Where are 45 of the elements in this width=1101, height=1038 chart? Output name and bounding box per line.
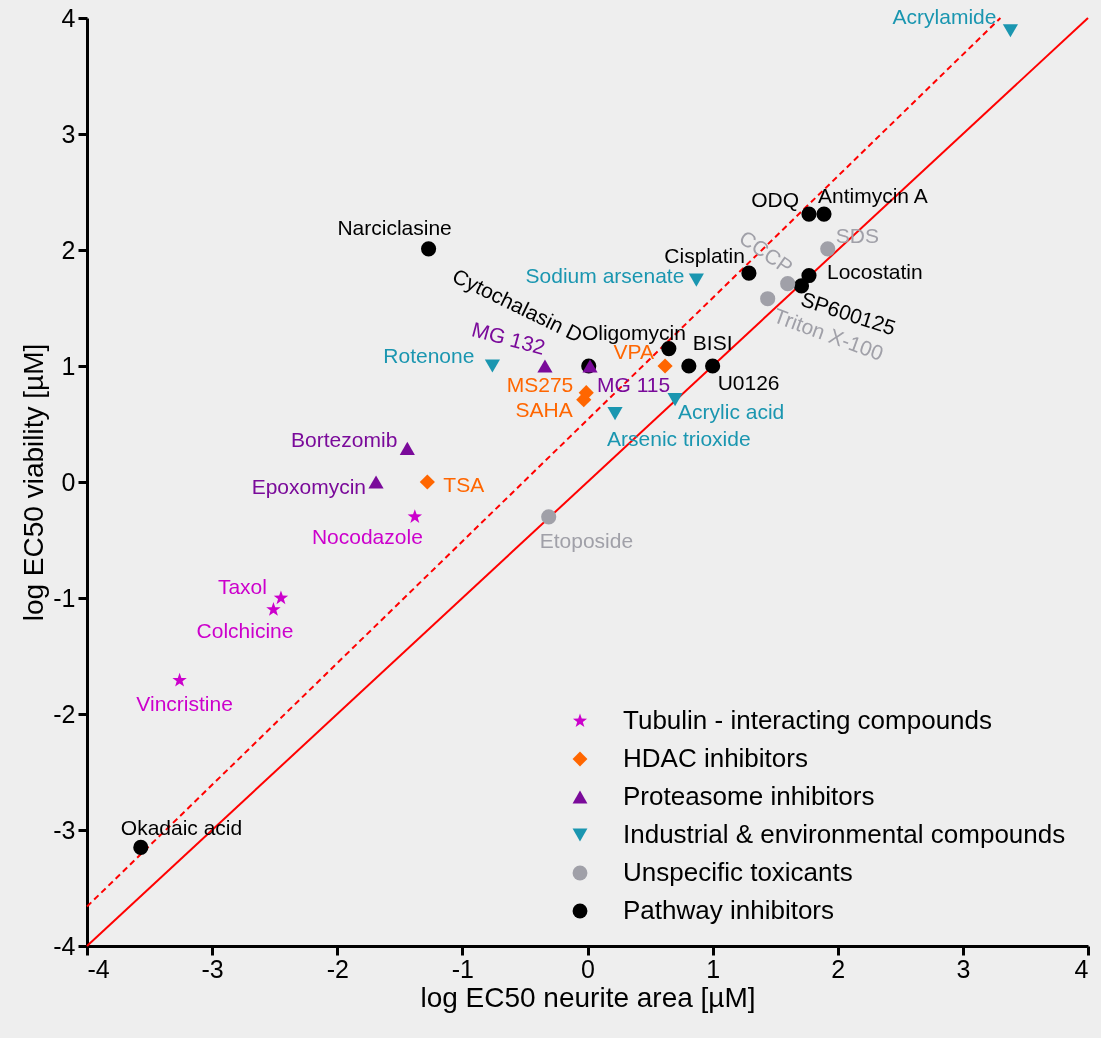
annotation: ODQ <box>751 188 799 212</box>
annotation: MG 115 <box>597 373 671 396</box>
legend-label: Unspecific toxicants <box>623 857 853 887</box>
annotation: Bortezomib <box>291 428 398 452</box>
annotation: U0126 <box>717 371 780 394</box>
annotation: Nocodazole <box>311 524 423 548</box>
annotation: Epoxomycin <box>251 475 367 498</box>
annotation: BISI <box>692 331 733 354</box>
x-tick-label: -3 <box>201 954 224 983</box>
annotation: Colchicine <box>196 618 294 642</box>
x-tick-label: 1 <box>706 954 721 983</box>
x-tick-label: -2 <box>326 954 349 983</box>
legend-label: HDAC inhibitors <box>623 743 808 773</box>
y-tick-label: 3 <box>61 119 76 148</box>
y-tick-label: -1 <box>53 583 76 612</box>
y-tick-label: -2 <box>53 699 76 728</box>
x-tick-label: -1 <box>451 954 474 983</box>
annotation: Narciclasine <box>337 215 452 239</box>
annotation: Rotenone <box>383 344 475 367</box>
annotation: MS275 <box>506 372 574 396</box>
annotation: Acrylamide <box>892 4 997 28</box>
x-tick-label: -4 <box>87 954 110 983</box>
y-tick-label: 1 <box>61 351 76 380</box>
y-tick-label: 0 <box>61 467 76 496</box>
x-tick-label: 0 <box>581 954 595 983</box>
annotation: Etoposide <box>539 528 634 552</box>
legend-label: Pathway inhibitors <box>623 895 834 925</box>
annotation: SAHA <box>515 397 573 421</box>
legend-label: Proteasome inhibitors <box>623 781 875 811</box>
y-axis-title: log EC50 viability [µM] <box>18 343 50 622</box>
legend-label: Tubulin - interacting compounds <box>623 705 993 735</box>
annotation: TSA <box>443 473 485 496</box>
y-tick-label: -3 <box>53 815 76 844</box>
annotation: Locostatin <box>826 259 923 283</box>
annotation: Taxol <box>217 575 267 598</box>
annotation: Vincristine <box>136 692 233 716</box>
y-tick-label: 4 <box>61 3 76 32</box>
y-tick-label: 2 <box>61 235 76 264</box>
y-tick-label: -4 <box>53 931 76 960</box>
x-tick-label: 3 <box>956 954 971 983</box>
x-axis-title: log EC50 neurite area [µM] <box>420 981 756 1013</box>
x-tick-label: 4 <box>1074 954 1089 983</box>
annotation: Acrylic acid <box>678 399 785 423</box>
legend-label: Industrial & environmental compounds <box>623 819 1066 849</box>
x-tick-label: 2 <box>831 954 846 983</box>
